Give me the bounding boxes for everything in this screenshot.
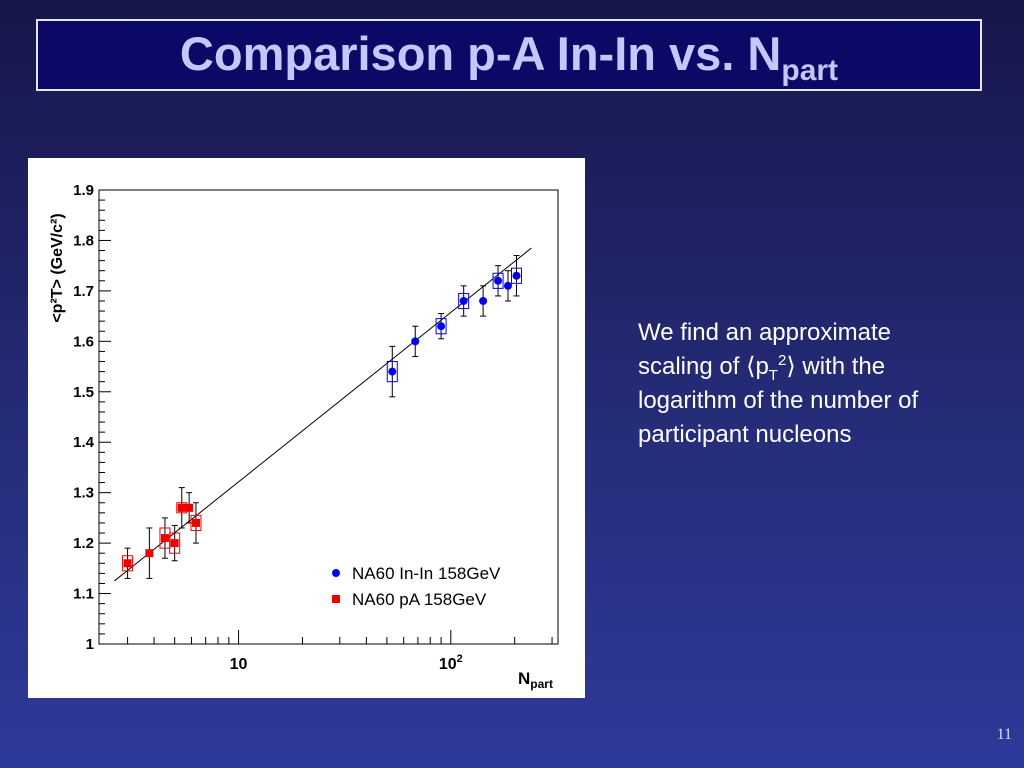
systematic-box bbox=[492, 272, 504, 289]
data-point-in-in bbox=[503, 281, 512, 290]
x-axis-label: Npart bbox=[518, 669, 553, 691]
page-number: 11 bbox=[996, 726, 1012, 743]
data-point-in-in bbox=[388, 367, 397, 376]
data-point-pa bbox=[160, 534, 169, 543]
y-tick-label: 1.9 bbox=[73, 182, 94, 199]
side-note-line-1: We find an approximate bbox=[638, 319, 892, 346]
data-point-pa bbox=[177, 503, 186, 512]
data-point-in-in bbox=[411, 337, 420, 346]
side-note-line-2-start: scaling of bbox=[638, 353, 747, 380]
data-point-pa bbox=[191, 518, 200, 527]
legend-label: NA60 pA 158GeV bbox=[352, 590, 487, 609]
data-point-in-in bbox=[437, 322, 446, 331]
data-point-in-in bbox=[512, 271, 521, 280]
data-point-pa bbox=[145, 549, 154, 558]
side-note-line-3: logarithm of the number of bbox=[638, 387, 919, 414]
chart-panel: 1 1.1 1.2 1.3 1.4 1.5 1.6 1.7 1.8 1.9 10 102 Npart <p… bbox=[28, 158, 585, 698]
data-point-in-in bbox=[479, 296, 488, 305]
side-note-line-4: participant nucleons bbox=[638, 421, 852, 448]
side-note: We find an approximate scaling of ⟨pT2⟩ … bbox=[638, 316, 998, 452]
angle-close: ⟩ bbox=[786, 353, 796, 380]
scatter-chart: 1 1.1 1.2 1.3 1.4 1.5 1.6 1.7 1.8 1.9 10 102 Npart <p… bbox=[49, 182, 559, 691]
pt-symbol: p bbox=[755, 353, 769, 380]
slide-title-main: Comparison p-A In-In vs. N bbox=[179, 27, 782, 80]
systematic-box bbox=[169, 532, 181, 554]
systematic-box bbox=[122, 555, 134, 572]
y-tick-label: 1.2 bbox=[73, 535, 94, 552]
systematic-box bbox=[190, 514, 202, 532]
data-point-pa bbox=[170, 539, 179, 548]
y-axis-label: <p²T> (GeV/c²) bbox=[49, 213, 66, 322]
slide-title: Comparison p-A In-In vs. Npart bbox=[36, 19, 982, 91]
systematic-box bbox=[435, 318, 447, 335]
data-point-pa bbox=[123, 559, 132, 568]
data-point-in-in bbox=[494, 276, 503, 285]
plot-frame bbox=[98, 189, 559, 645]
y-tick-label: 1.4 bbox=[73, 434, 95, 451]
systematic-box bbox=[511, 267, 523, 284]
data-point-in-in bbox=[459, 296, 468, 305]
legend-label: NA60 In-In 158GeV bbox=[352, 564, 501, 583]
systematic-box bbox=[386, 361, 398, 383]
systematic-box bbox=[458, 292, 470, 310]
pt-superscript: 2 bbox=[777, 352, 787, 369]
pt-subscript: T bbox=[768, 366, 778, 384]
legend-marker-in-in bbox=[332, 569, 340, 577]
x-tick-label: 102 bbox=[439, 653, 463, 673]
y-tick-label: 1.6 bbox=[73, 333, 94, 350]
y-tick-label: 1 bbox=[86, 636, 94, 653]
side-note-line-2-end: with the bbox=[795, 353, 886, 380]
legend-marker-pa bbox=[332, 595, 340, 603]
y-tick-label: 1.7 bbox=[73, 283, 94, 300]
y-tick-label: 1.8 bbox=[73, 232, 94, 249]
angle-open: ⟨ bbox=[746, 353, 756, 380]
slide-title-subscript: part bbox=[781, 54, 839, 87]
x-tick-label: 10 bbox=[230, 656, 248, 673]
y-tick-label: 1.3 bbox=[73, 485, 94, 502]
data-point-pa bbox=[185, 503, 194, 512]
y-tick-label: 1.5 bbox=[73, 384, 94, 401]
side-note-line-2: scaling of ⟨pT2⟩ with the bbox=[638, 350, 998, 384]
y-tick-label: 1.1 bbox=[73, 586, 94, 603]
